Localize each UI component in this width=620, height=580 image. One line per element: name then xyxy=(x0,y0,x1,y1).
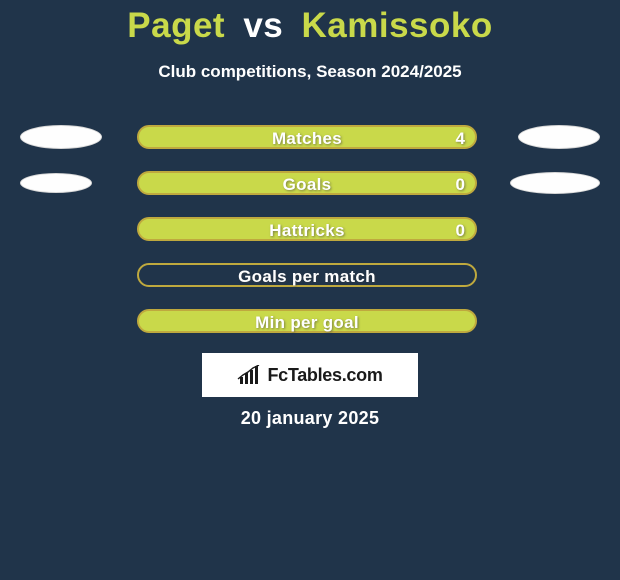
comparison-card: Paget vs Kamissoko Club competitions, Se… xyxy=(0,0,620,580)
stat-bar: Matches 4 xyxy=(137,125,477,149)
page-title: Paget vs Kamissoko xyxy=(0,6,620,46)
stat-value-right: 0 xyxy=(456,221,465,241)
stat-label: Goals xyxy=(139,175,475,195)
ellipse-indicator-left xyxy=(20,173,92,193)
stat-row-min-per-goal: Min per goal xyxy=(0,309,620,355)
title-player-right: Kamissoko xyxy=(301,6,492,45)
stat-value-right: 4 xyxy=(456,129,465,149)
ellipse-indicator-right xyxy=(510,172,600,194)
stat-row-matches: Matches 4 xyxy=(0,125,620,171)
stat-bar: Min per goal xyxy=(137,309,477,333)
stat-label: Goals per match xyxy=(139,267,475,287)
stat-bar: Goals per match xyxy=(137,263,477,287)
title-vs: vs xyxy=(243,6,283,45)
stat-label: Min per goal xyxy=(139,313,475,333)
stat-bar: Hattricks 0 xyxy=(137,217,477,241)
stat-row-goals: Goals 0 xyxy=(0,171,620,217)
stat-row-hattricks: Hattricks 0 xyxy=(0,217,620,263)
stat-value-right: 0 xyxy=(456,175,465,195)
stat-label: Matches xyxy=(139,129,475,149)
ellipse-indicator-right xyxy=(518,125,600,149)
barchart-icon xyxy=(237,365,263,385)
subtitle: Club competitions, Season 2024/2025 xyxy=(0,62,620,82)
stat-bar: Goals 0 xyxy=(137,171,477,195)
date-label: 20 january 2025 xyxy=(0,408,620,429)
stat-row-goals-per-match: Goals per match xyxy=(0,263,620,309)
ellipse-indicator-left xyxy=(20,125,102,149)
stat-rows: Matches 4 Goals 0 Hattricks 0 Goals per … xyxy=(0,125,620,355)
logo-box: FcTables.com xyxy=(202,353,418,397)
logo-text: FcTables.com xyxy=(267,365,382,386)
stat-label: Hattricks xyxy=(139,221,475,241)
logo: FcTables.com xyxy=(237,365,382,386)
title-player-left: Paget xyxy=(127,6,225,45)
